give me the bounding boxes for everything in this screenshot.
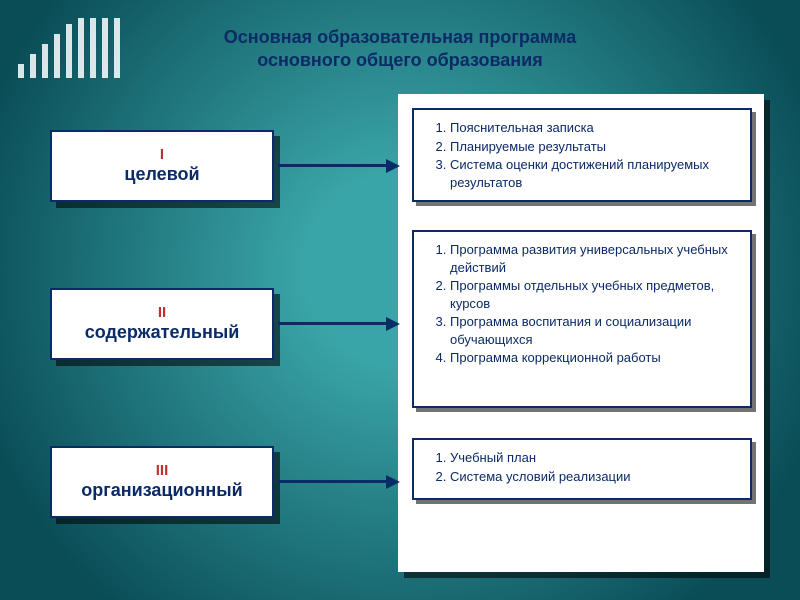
section-numeral: II (52, 305, 272, 322)
detail-list-item: Программа воспитания и социализации обуч… (450, 313, 740, 348)
detail-list: Пояснительная запискаПланируемые результ… (428, 119, 740, 191)
arrow-1 (278, 164, 386, 167)
detail-list-item: Программа коррекционной работы (450, 349, 740, 367)
arrow-3 (278, 480, 386, 483)
detail-list: Программа развития универсальных учебных… (428, 241, 740, 367)
title-line-1: Основная образовательная программа (0, 26, 800, 49)
detail-box-3: Учебный планСистема условий реализации (412, 438, 752, 500)
section-label: целевой (52, 164, 272, 185)
arrow-head-icon (386, 475, 400, 489)
title-line-2: основного общего образования (0, 49, 800, 72)
detail-list-item: Пояснительная записка (450, 119, 740, 137)
section-numeral: I (52, 147, 272, 164)
detail-list-item: Система условий реализации (450, 468, 740, 486)
detail-list: Учебный планСистема условий реализации (428, 449, 740, 485)
section-label: содержательный (52, 322, 272, 343)
section-box-3: IIIорганизационный (50, 446, 274, 518)
slide-title: Основная образовательная программа основ… (0, 26, 800, 73)
section-numeral: III (52, 463, 272, 480)
arrow-head-icon (386, 317, 400, 331)
detail-list-item: Программа развития универсальных учебных… (450, 241, 740, 276)
section-box-1: Iцелевой (50, 130, 274, 202)
arrow-2 (278, 322, 386, 325)
arrow-head-icon (386, 159, 400, 173)
detail-box-1: Пояснительная запискаПланируемые результ… (412, 108, 752, 202)
detail-list-item: Программы отдельных учебных предметов, к… (450, 277, 740, 312)
detail-list-item: Система оценки достижений планируемых ре… (450, 156, 740, 191)
detail-list-item: Учебный план (450, 449, 740, 467)
detail-box-2: Программа развития универсальных учебных… (412, 230, 752, 408)
section-label: организационный (52, 480, 272, 501)
detail-list-item: Планируемые результаты (450, 138, 740, 156)
section-box-2: IIсодержательный (50, 288, 274, 360)
slide-canvas: Основная образовательная программа основ… (0, 0, 800, 600)
